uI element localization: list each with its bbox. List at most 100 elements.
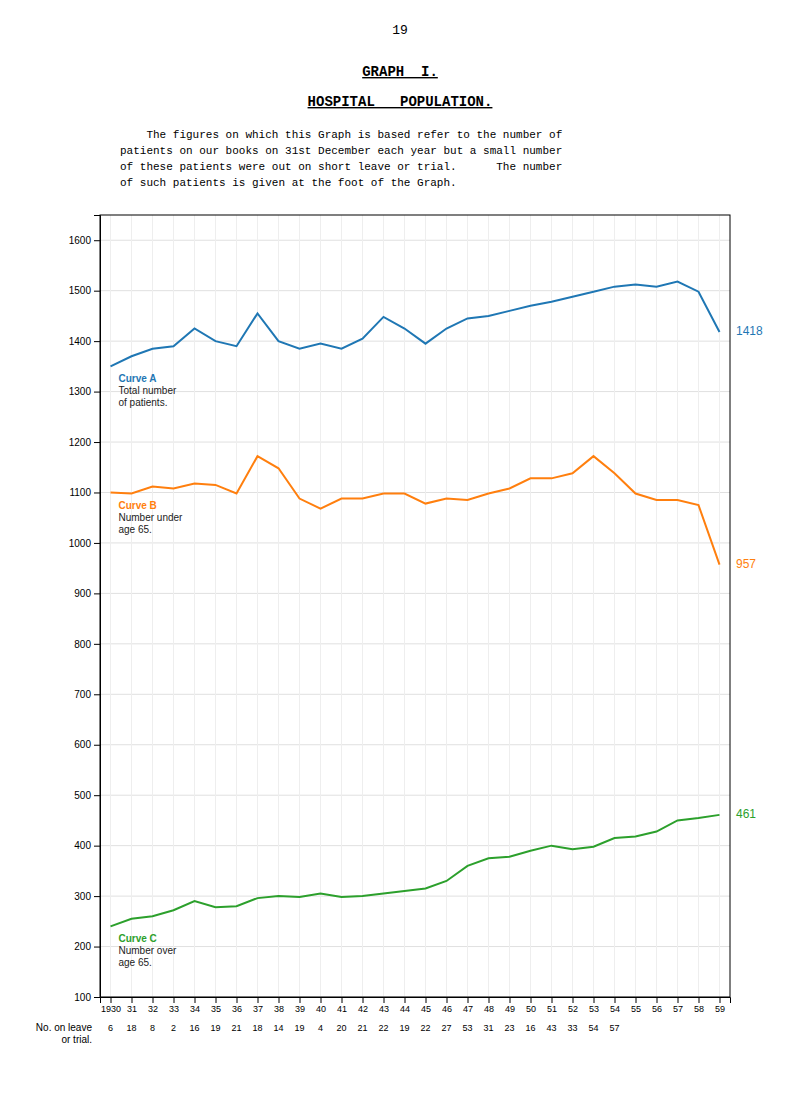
tick: 39	[295, 997, 305, 1014]
tick: 46	[442, 997, 452, 1014]
curve-note: age 65.	[119, 957, 152, 968]
tick-mark	[94, 644, 100, 645]
grid-line	[404, 215, 405, 997]
tick-mark	[342, 997, 343, 1003]
tick-mark	[216, 997, 217, 1003]
tick: 32	[148, 997, 158, 1014]
title: GRAPH I.	[362, 64, 438, 80]
tick-mark	[258, 997, 259, 1003]
tick-label: 800	[74, 639, 91, 650]
plot-frame	[100, 215, 730, 997]
tick-label: 400	[74, 840, 91, 851]
tick: 1600	[69, 235, 100, 246]
tick-label: 100	[74, 992, 91, 1003]
tick: 51	[547, 997, 557, 1014]
tick-mark	[94, 745, 100, 746]
tick-mark	[174, 997, 175, 1003]
tick-label: 700	[74, 689, 91, 700]
line	[111, 282, 720, 367]
tick-mark	[94, 543, 100, 544]
tick-mark	[573, 997, 574, 1003]
tick: 800	[74, 639, 100, 650]
tick-mark	[94, 694, 100, 695]
tick-label: 900	[74, 588, 91, 599]
tick-label: 1600	[69, 235, 92, 246]
tick-mark	[94, 997, 100, 998]
tick-label: 41	[337, 1004, 347, 1014]
tick-label: 32	[148, 1004, 158, 1014]
tick-label: 45	[421, 1004, 431, 1014]
description: The figures on which this Graph is based…	[120, 129, 562, 141]
tick: 50	[526, 997, 536, 1014]
leave-value: 4	[318, 1023, 323, 1033]
tick-label: 1200	[69, 437, 92, 448]
tick-label: 42	[358, 1004, 368, 1014]
tick-mark	[699, 997, 700, 1003]
tick: 47	[463, 997, 473, 1014]
tick: 700	[74, 689, 100, 700]
tick-label: 49	[505, 1004, 515, 1014]
leave-value: 21	[231, 1023, 241, 1033]
grid-line	[719, 215, 720, 997]
grid-line	[110, 215, 111, 997]
grid-line	[257, 215, 258, 997]
grid-line	[572, 215, 573, 997]
grid-line	[215, 215, 216, 997]
grid-line	[488, 215, 489, 997]
tick: 56	[652, 997, 662, 1014]
description: patients on our books on 31st December e…	[120, 145, 562, 157]
leave-value: 16	[525, 1023, 535, 1033]
tick: 300	[74, 891, 100, 902]
tick-label: 33	[169, 1004, 179, 1014]
tick-mark	[510, 997, 511, 1003]
tick-mark	[111, 997, 112, 1003]
tick-label: 38	[274, 1004, 284, 1014]
leave-value: 20	[336, 1023, 346, 1033]
tick: 48	[484, 997, 494, 1014]
leave-value: 16	[189, 1023, 199, 1033]
leave-value: 14	[273, 1023, 283, 1033]
tick-label: 35	[211, 1004, 221, 1014]
curve-note: Number over	[119, 945, 177, 956]
tick: 42	[358, 997, 368, 1014]
tick-label: 1400	[69, 336, 92, 347]
tick: 200	[74, 941, 100, 952]
curve-label: Curve A	[119, 373, 157, 384]
curve-note: of patients.	[119, 397, 168, 408]
line	[111, 815, 720, 926]
grid-line	[278, 215, 279, 997]
leave-value: 22	[378, 1023, 388, 1033]
tick: 45	[421, 997, 431, 1014]
tick: 54	[610, 997, 620, 1014]
grid-line	[173, 215, 174, 997]
tick-label: 56	[652, 1004, 662, 1014]
grid-line	[194, 215, 195, 997]
tick-label: 1000	[69, 538, 92, 549]
tick-mark	[552, 997, 553, 1003]
grid	[100, 215, 730, 997]
tick-label: 34	[190, 1004, 200, 1014]
tick: 35	[211, 997, 221, 1014]
tick: 49	[505, 997, 515, 1014]
tick-label: 44	[400, 1004, 410, 1014]
tick-label: 51	[547, 1004, 557, 1014]
grid-line	[383, 215, 384, 997]
tick: 36	[232, 997, 242, 1014]
tick-label: 39	[295, 1004, 305, 1014]
tick-label: 47	[463, 1004, 473, 1014]
tick: 1400	[69, 336, 100, 347]
leave-value: 18	[252, 1023, 262, 1033]
leave-value: 54	[588, 1023, 598, 1033]
grid-line	[698, 215, 699, 997]
tick-mark	[195, 997, 196, 1003]
leave-value: 19	[294, 1023, 304, 1033]
leave-value: 6	[108, 1023, 113, 1033]
page-number: 19	[392, 23, 408, 38]
grid-line	[299, 215, 300, 997]
tick: 53	[589, 997, 599, 1014]
leave-value: 33	[567, 1023, 577, 1033]
tick-label: 59	[715, 1004, 725, 1014]
tick: 500	[74, 790, 100, 801]
tick-mark	[363, 997, 364, 1003]
leave-value: 31	[483, 1023, 493, 1033]
